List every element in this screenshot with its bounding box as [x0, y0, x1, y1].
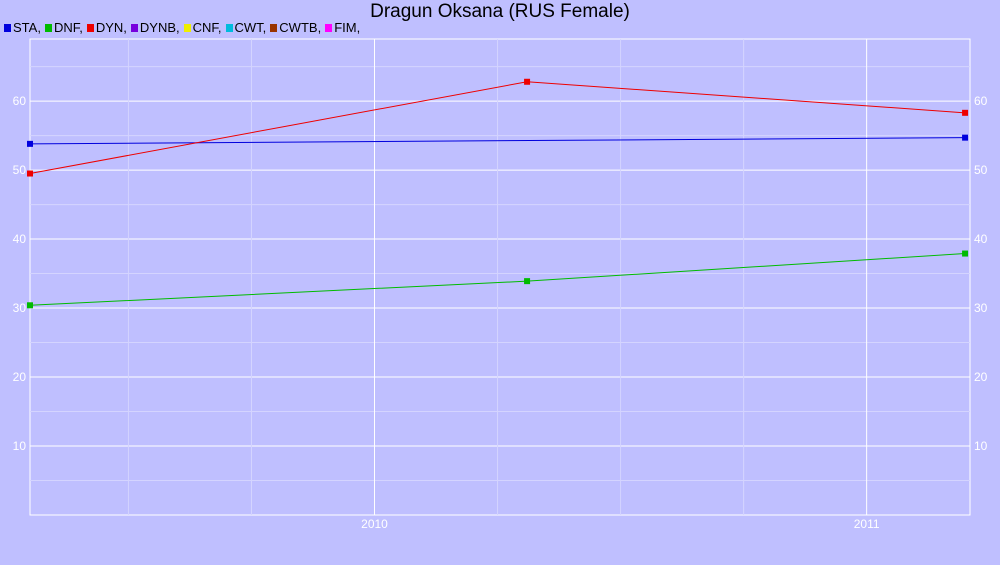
- y-tick-label-left: 40: [13, 232, 27, 246]
- x-tick-label: 2010: [361, 517, 388, 531]
- y-tick-label-right: 40: [974, 232, 988, 246]
- legend-swatch: [325, 23, 333, 32]
- legend-item: DYN,: [86, 20, 127, 35]
- legend-label: CNF,: [192, 20, 222, 35]
- data-point-dyn: [27, 170, 33, 177]
- data-point-dyn: [524, 78, 531, 85]
- y-tick-label-right: 50: [974, 163, 988, 177]
- plot-border: [29, 38, 971, 516]
- y-tick-label-right: 10: [974, 439, 988, 453]
- legend-item: CWTB,: [270, 20, 321, 35]
- legend-label: FIM,: [334, 20, 361, 35]
- series-line-sta: [29, 137, 966, 145]
- legend-item: CNF,: [183, 20, 222, 35]
- data-point-sta: [27, 140, 33, 147]
- legend-label: CWT,: [234, 20, 267, 35]
- data-point-sta: [962, 134, 969, 141]
- legend-label: DNF,: [53, 20, 83, 35]
- y-tick-label-left: 10: [13, 439, 27, 453]
- y-tick-label-right: 30: [974, 301, 988, 315]
- data-point-dnf: [962, 250, 969, 257]
- y-tick-label-left: 60: [13, 94, 27, 108]
- legend-swatch: [44, 23, 52, 32]
- y-tick-label-right: 20: [974, 370, 988, 384]
- legend-item: FIM,: [325, 20, 360, 35]
- data-point-dnf: [524, 278, 531, 285]
- legend-label: DYN,: [95, 20, 127, 35]
- legend-item: CWT,: [225, 20, 267, 35]
- legend-swatch: [4, 23, 11, 32]
- legend-swatch: [130, 23, 138, 32]
- y-tick-label-left: 50: [13, 163, 27, 177]
- legend-item: DYNB,: [130, 20, 180, 35]
- legend-swatch: [270, 23, 278, 32]
- legend-swatch: [183, 23, 191, 32]
- legend-swatch: [225, 23, 233, 32]
- legend-label: DYNB,: [139, 20, 180, 35]
- y-tick-label-right: 60: [974, 94, 988, 108]
- data-point-dnf: [27, 302, 33, 309]
- legend: STA, DNF, DYN, DYNB, CNF, CWT, CWTB, FIM…: [4, 20, 364, 35]
- x-tick-label: 2011: [854, 517, 880, 531]
- legend-label: STA,: [13, 20, 41, 35]
- y-tick-label-left: 30: [13, 301, 27, 315]
- legend-item: STA,: [4, 20, 41, 35]
- legend-item: DNF,: [44, 20, 83, 35]
- chart-title: Dragun Oksana (RUS Female): [370, 1, 630, 22]
- data-point-dyn: [962, 109, 969, 116]
- y-tick-label-left: 20: [13, 370, 27, 384]
- legend-swatch: [86, 23, 94, 32]
- legend-label: CWTB,: [279, 20, 322, 35]
